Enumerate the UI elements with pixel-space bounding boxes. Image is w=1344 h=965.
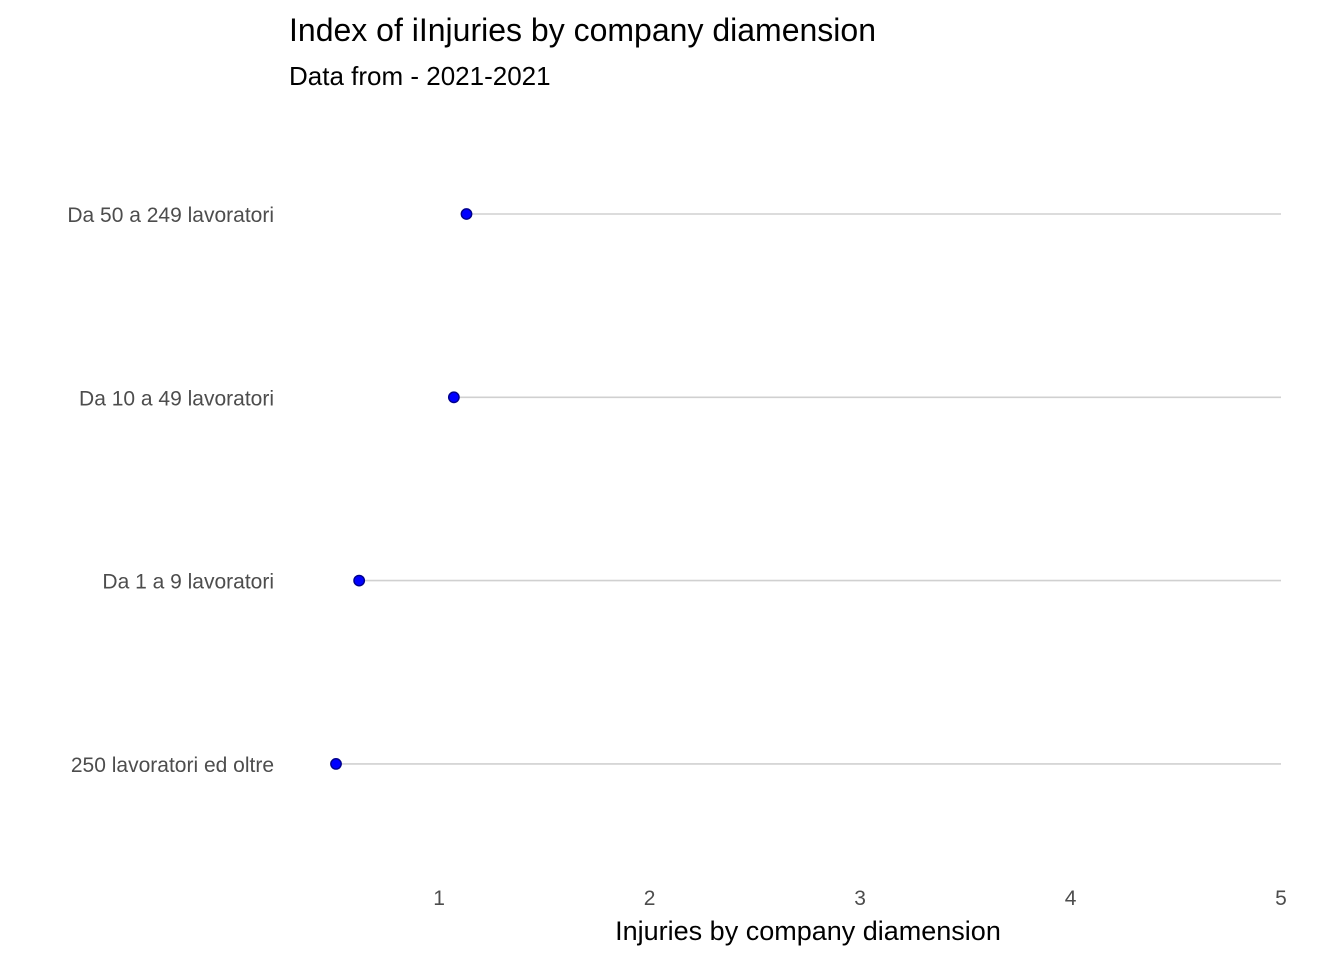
data-point: [330, 758, 342, 770]
category-label: Da 10 a 49 lavoratori: [79, 387, 274, 410]
category-label: Da 50 a 249 lavoratori: [67, 204, 274, 227]
plot-area: Da 50 a 249 lavoratori Da 10 a 49 lavorat…: [67, 204, 1286, 910]
chart-subtitle: Data from - 2021-2021: [289, 61, 551, 91]
x-tick-label: 2: [644, 887, 656, 910]
x-tick-label: 3: [854, 887, 866, 910]
data-point: [460, 208, 473, 220]
x-tick-label: 5: [1275, 887, 1287, 910]
data-point: [447, 391, 460, 404]
x-axis-title: Injuries by company diamension: [615, 916, 1001, 946]
category-label: Da 1 a 9 lavoratori: [102, 571, 274, 594]
category-label: 250 lavoratori ed oltre: [71, 754, 274, 777]
x-tick-label: 4: [1065, 887, 1077, 910]
chart-title: Index of iInjuries by company diamension: [289, 12, 876, 48]
x-tick-label: 1: [433, 887, 445, 910]
data-point: [353, 574, 366, 587]
